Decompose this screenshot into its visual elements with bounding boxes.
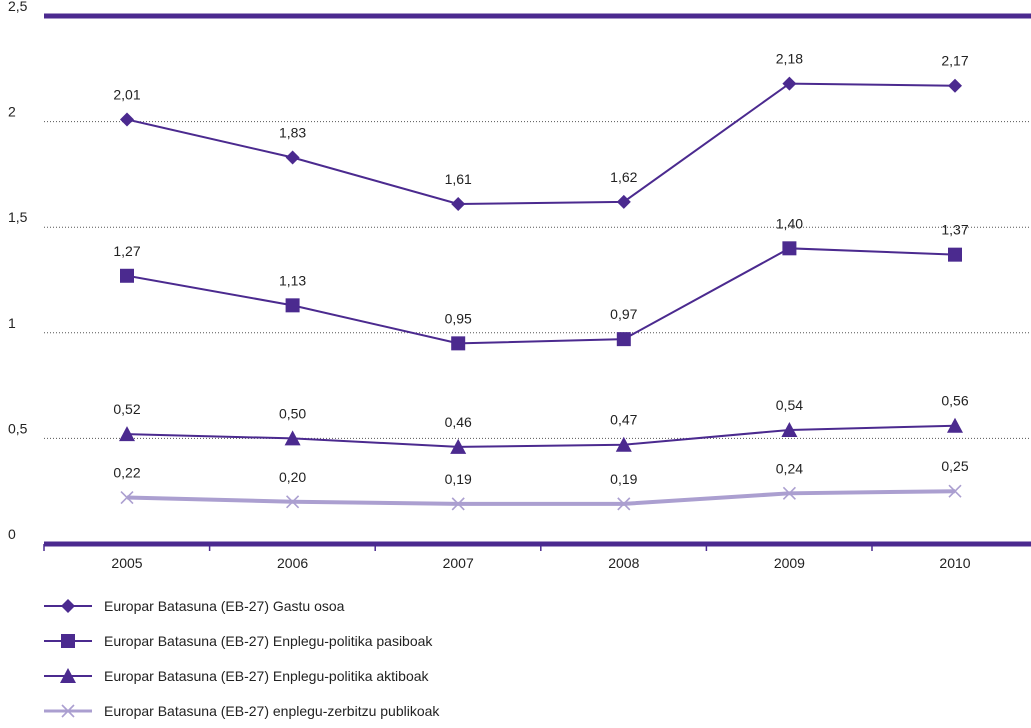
data-label: 1,13 xyxy=(279,272,306,288)
diamond-marker-icon xyxy=(44,598,92,613)
data-point-triangle xyxy=(615,436,632,452)
data-point-triangle xyxy=(284,430,301,446)
legend-item-aktiboak: Europar Batasuna (EB-27) Enplegu-politik… xyxy=(44,658,439,693)
data-label: 0,46 xyxy=(445,414,472,430)
data-point-x xyxy=(948,484,962,498)
x-tick-label: 2008 xyxy=(608,555,639,571)
data-point-x xyxy=(286,495,300,509)
y-tick-label: 1,5 xyxy=(8,209,28,225)
legend: Europar Batasuna (EB-27) Gastu osoa Euro… xyxy=(44,588,439,728)
data-label: 0,50 xyxy=(279,405,306,421)
x-tick-label: 2009 xyxy=(774,555,805,571)
series-line xyxy=(126,247,956,345)
data-label: 0,22 xyxy=(113,465,140,481)
data-label: 0,47 xyxy=(610,412,637,428)
x-marker-icon xyxy=(44,703,92,718)
data-label: 0,20 xyxy=(279,469,306,485)
data-point-triangle xyxy=(450,438,467,454)
data-point-diamond xyxy=(782,76,797,91)
data-point-square xyxy=(616,332,631,347)
data-label: 1,61 xyxy=(445,171,472,187)
y-tick-label: 0 xyxy=(8,526,16,542)
data-point-diamond xyxy=(285,150,300,165)
data-label: 0,52 xyxy=(113,401,140,417)
data-label: 1,27 xyxy=(113,243,140,259)
data-point-diamond xyxy=(120,112,134,127)
data-point-diamond xyxy=(948,78,962,93)
data-label: 2,18 xyxy=(776,51,803,67)
data-label: 0,95 xyxy=(445,310,472,326)
legend-label: Europar Batasuna (EB-27) Gastu osoa xyxy=(104,597,345,614)
data-label: 0,24 xyxy=(776,460,803,476)
data-label: 0,19 xyxy=(610,471,637,487)
data-label: 1,37 xyxy=(941,222,968,238)
data-point-triangle xyxy=(781,421,798,437)
y-tick-label: 2 xyxy=(8,104,16,120)
legend-label: Europar Batasuna (EB-27) Enplegu-politik… xyxy=(104,632,433,649)
data-point-x xyxy=(451,497,465,511)
x-tick-label: 2005 xyxy=(111,555,142,571)
y-tick-label: 1 xyxy=(8,315,16,331)
legend-item-gastu-osoa: Europar Batasuna (EB-27) Gastu osoa xyxy=(44,588,439,623)
data-label: 0,54 xyxy=(776,397,803,413)
data-point-diamond xyxy=(451,196,466,211)
legend-item-pasiboak: Europar Batasuna (EB-27) Enplegu-politik… xyxy=(44,623,439,658)
x-tick-label: 2010 xyxy=(939,555,970,571)
data-point-square xyxy=(782,241,797,256)
data-point-x xyxy=(120,490,134,505)
data-point-triangle xyxy=(947,417,963,433)
series-line xyxy=(126,424,956,448)
data-label: 0,97 xyxy=(610,306,637,322)
data-label: 1,83 xyxy=(279,125,306,141)
legend-label: Europar Batasuna (EB-27) Enplegu-politik… xyxy=(104,667,429,684)
line-chart: 0 0,5 1 1,5 2 2,5 2005 2006 2007 2008 2009 2010 2,01… xyxy=(8,0,1031,571)
data-point-x xyxy=(617,497,631,511)
y-tick-label: 2,5 xyxy=(8,0,28,14)
triangle-marker-icon xyxy=(44,667,92,683)
legend-item-zerbitzu-publikoak: Europar Batasuna (EB-27) enplegu-zerbitz… xyxy=(44,693,439,728)
x-tick-label: 2006 xyxy=(277,555,308,571)
y-tick-label: 0,5 xyxy=(8,420,28,436)
x-tick-label: 2007 xyxy=(443,555,474,571)
data-point-square xyxy=(451,336,466,351)
data-label: 2,17 xyxy=(941,53,968,69)
data-label: 1,40 xyxy=(776,215,803,231)
data-point-x xyxy=(782,486,796,500)
data-point-square xyxy=(285,298,300,313)
data-label: 2,01 xyxy=(113,86,140,102)
data-label: 1,62 xyxy=(610,169,637,185)
data-point-square xyxy=(120,268,134,283)
data-label: 0,56 xyxy=(941,393,968,409)
data-point-triangle xyxy=(119,426,135,442)
data-label: 0,25 xyxy=(941,458,968,474)
data-point-square xyxy=(948,247,962,262)
data-point-diamond xyxy=(616,194,631,209)
legend-label: Europar Batasuna (EB-27) enplegu-zerbitz… xyxy=(104,702,440,719)
series-line xyxy=(126,82,956,205)
square-marker-icon xyxy=(44,633,92,648)
data-label: 0,19 xyxy=(445,471,472,487)
series-line xyxy=(126,489,956,506)
